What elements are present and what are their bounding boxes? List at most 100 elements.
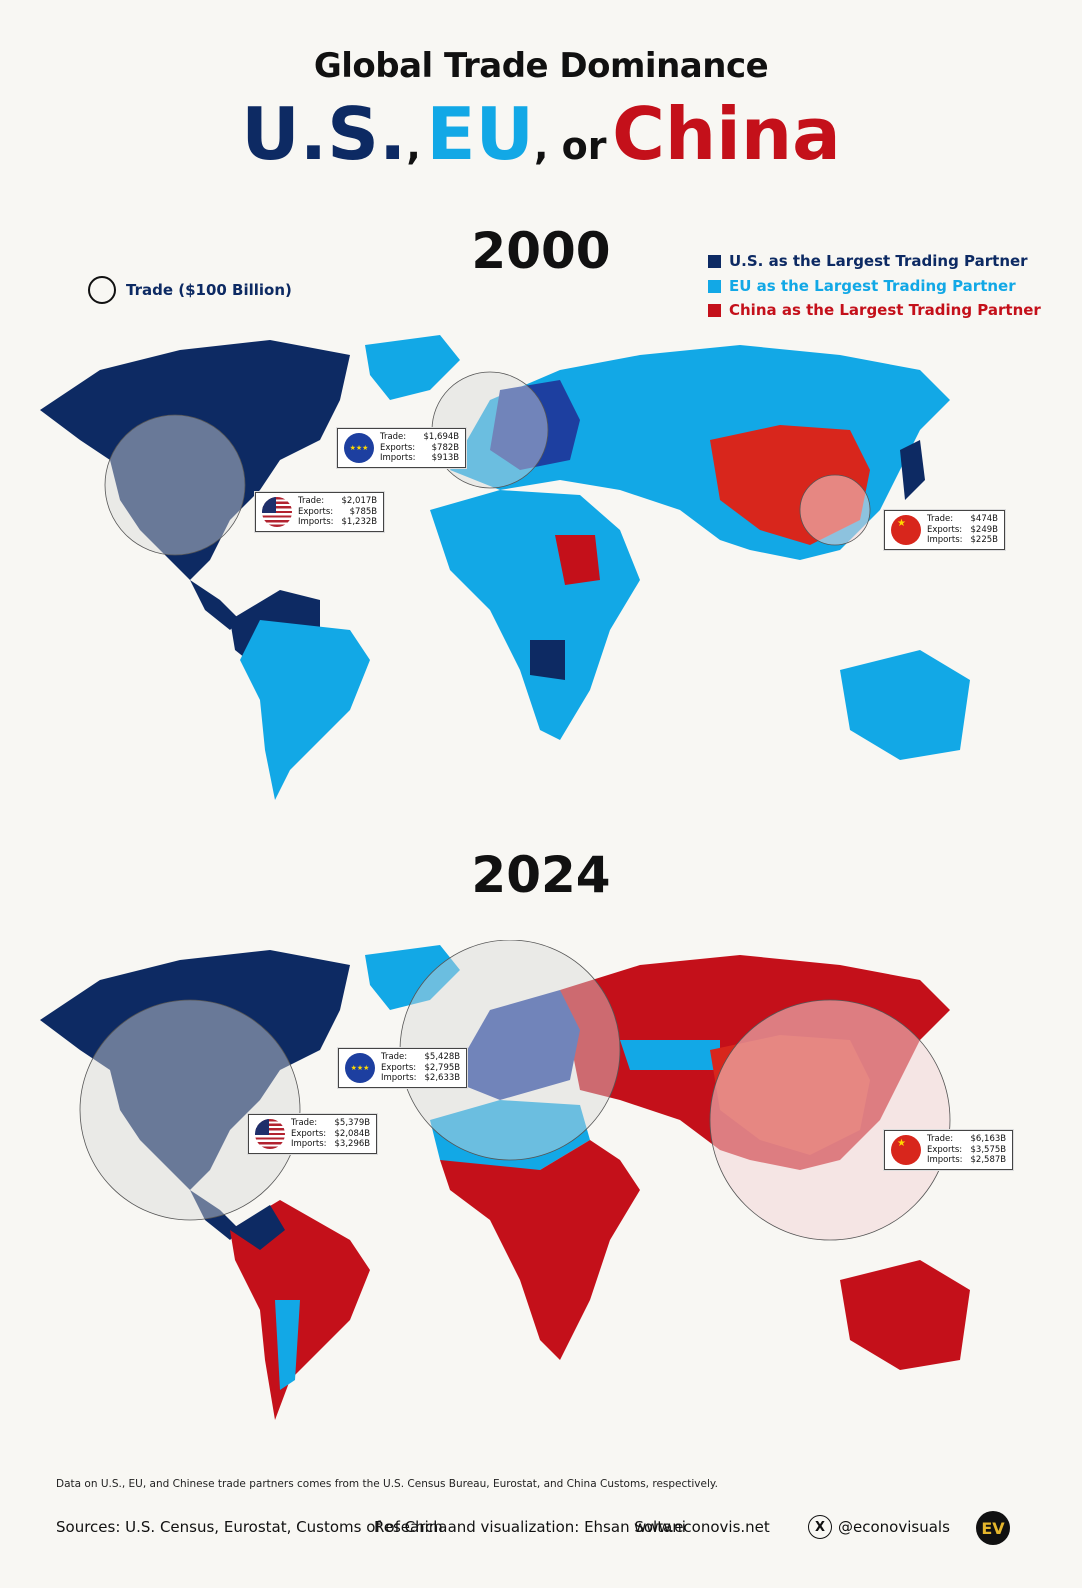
map2000-japan — [900, 440, 925, 500]
cn-2000-exports: $249B — [970, 524, 998, 535]
eu-2000-imports: $913B — [431, 453, 460, 463]
legend-eu-label: EU as the Largest Trading Partner — [729, 277, 1016, 295]
world-map-2000 — [40, 335, 970, 800]
website-link[interactable]: www.econovis.net — [634, 1518, 770, 1536]
databox-2024-cn: ★ Trade: $6,163B Exports: $3,575B Imports:… — [884, 1130, 1014, 1170]
title-sep-1: , — [406, 124, 421, 168]
legend-us-swatch — [708, 254, 721, 268]
eu-2024-exports: $2,795B — [424, 1062, 461, 1073]
us-2000-exports: $785B — [349, 506, 378, 517]
eu-2000-exports: $782B — [431, 442, 460, 453]
map2024-australia — [840, 1260, 970, 1370]
us-2024-exports: $2,084B — [334, 1128, 371, 1139]
title-us: U.S. — [241, 92, 407, 176]
eu-2024-trade-label: Trade: — [381, 1052, 408, 1062]
map2024-south-america — [230, 1200, 370, 1420]
us-2000-exports-label: Exports: — [298, 506, 334, 517]
cn-2000-exports-label: Exports: — [927, 524, 963, 535]
map2000-africa — [430, 490, 640, 740]
cn-2000-trade-label: Trade: — [927, 514, 954, 524]
cn-2024-imports-label: Imports: — [927, 1155, 963, 1165]
map2024-greenland — [365, 945, 460, 1010]
databox-2000-eu: ★★★ Trade: $1,694B Exports: $782B Imports:… — [337, 428, 467, 468]
eu-2000-imports-label: Imports: — [380, 453, 416, 463]
data-note: Data on U.S., EU, and Chinese trade part… — [56, 1478, 718, 1490]
credit: Research and visualization: Ehsan Soltan… — [374, 1518, 686, 1536]
cn-2024-trade-label: Trade: — [927, 1134, 954, 1144]
econovis-logo-icon: EV — [976, 1511, 1010, 1545]
us-flag-icon — [262, 496, 292, 527]
map2024-argentina — [275, 1300, 300, 1390]
map2000-us-circle — [104, 414, 246, 556]
cn-2024-trade: $6,163B — [970, 1134, 1007, 1144]
map2024-kazakhstan — [620, 1040, 720, 1070]
eu-flag-icon: ★★★ — [344, 432, 374, 463]
title-china: China — [612, 92, 841, 176]
eu-2024-imports: $2,633B — [424, 1073, 461, 1083]
databox-2024-eu: ★★★ Trade: $5,428B Exports: $2,795B Import… — [338, 1048, 468, 1088]
year-2024-label: 2024 — [471, 846, 611, 904]
databox-2000-cn: ★ Trade: $474B Exports: $249B Imports: $225… — [884, 510, 1005, 550]
databox-2024-us: Trade: $5,379B Exports: $2,084B Imports: $3… — [248, 1114, 378, 1154]
cn-2000-trade: $474B — [970, 514, 998, 524]
cn-2024-imports: $2,587B — [970, 1155, 1007, 1165]
cn-2000-imports: $225B — [970, 535, 998, 545]
map2024-north-america — [40, 950, 350, 1190]
title-sep-2: , or — [533, 124, 607, 168]
databox-2000-us: Trade: $2,017B Exports: $785B Imports: $1,2… — [255, 492, 385, 532]
map2000-angola — [530, 640, 565, 680]
legend-eu-swatch — [708, 279, 721, 293]
cn-2000-imports-label: Imports: — [927, 535, 963, 545]
eu-2000-trade-label: Trade: — [380, 432, 407, 442]
x-logo-icon: X — [808, 1515, 832, 1539]
map2024-north-africa — [430, 1100, 590, 1180]
size-legend-circle — [88, 276, 116, 304]
map2000-europe-core — [490, 380, 580, 470]
map2000-cn-circle — [799, 474, 871, 546]
us-2000-trade-label: Trade: — [298, 496, 325, 506]
us-2024-imports: $3,296B — [334, 1139, 371, 1149]
cn-2024-exports-label: Exports: — [927, 1144, 963, 1155]
map2000-australia — [840, 650, 970, 760]
main-title: U.S., EU, or China — [0, 92, 1082, 176]
eu-2024-trade: $5,428B — [424, 1052, 461, 1062]
size-legend-label: Trade ($100 Billion) — [126, 281, 292, 299]
us-flag-icon — [255, 1118, 285, 1149]
social-handle[interactable]: @econovisuals — [838, 1518, 950, 1536]
us-2024-imports-label: Imports: — [291, 1139, 327, 1149]
map2000-central-america — [190, 580, 240, 630]
us-2024-trade-label: Trade: — [291, 1118, 318, 1128]
legend-us: U.S. as the Largest Trading Partner — [708, 252, 1028, 270]
map2000-greenland — [365, 335, 460, 400]
year-2000-label: 2000 — [471, 222, 611, 280]
china-flag-icon: ★ — [891, 514, 921, 545]
us-2000-imports-label: Imports: — [298, 517, 334, 527]
map2000-south-america — [240, 620, 370, 800]
eu-2024-imports-label: Imports: — [381, 1073, 417, 1083]
eu-2000-trade: $1,694B — [423, 432, 460, 442]
cn-2024-exports: $3,575B — [970, 1144, 1007, 1155]
map2024-us-circle — [79, 999, 301, 1221]
map2024-cn-circle — [709, 999, 951, 1241]
us-2000-trade: $2,017B — [341, 496, 378, 506]
eu-flag-icon: ★★★ — [345, 1052, 375, 1083]
eu-2000-exports-label: Exports: — [380, 442, 416, 453]
map2024-africa — [440, 1140, 640, 1360]
legend-china-swatch — [708, 303, 721, 317]
legend-china: China as the Largest Trading Partner — [708, 301, 1041, 319]
map2000-sudan — [555, 535, 600, 585]
map2024-colombia — [230, 1205, 285, 1250]
subtitle: Global Trade Dominance — [313, 46, 769, 86]
china-flag-icon: ★ — [891, 1134, 921, 1165]
map2000-north-america — [40, 340, 350, 580]
map2024-europe — [450, 990, 580, 1100]
world-map-2024 — [40, 940, 970, 1420]
us-2024-exports-label: Exports: — [291, 1128, 327, 1139]
legend-china-label: China as the Largest Trading Partner — [729, 301, 1041, 319]
legend-us-label: U.S. as the Largest Trading Partner — [729, 252, 1028, 270]
legend-eu: EU as the Largest Trading Partner — [708, 277, 1016, 295]
size-legend: Trade ($100 Billion) — [88, 276, 292, 304]
us-2000-imports: $1,232B — [341, 517, 378, 527]
us-2024-trade: $5,379B — [334, 1118, 371, 1128]
eu-2024-exports-label: Exports: — [381, 1062, 417, 1073]
